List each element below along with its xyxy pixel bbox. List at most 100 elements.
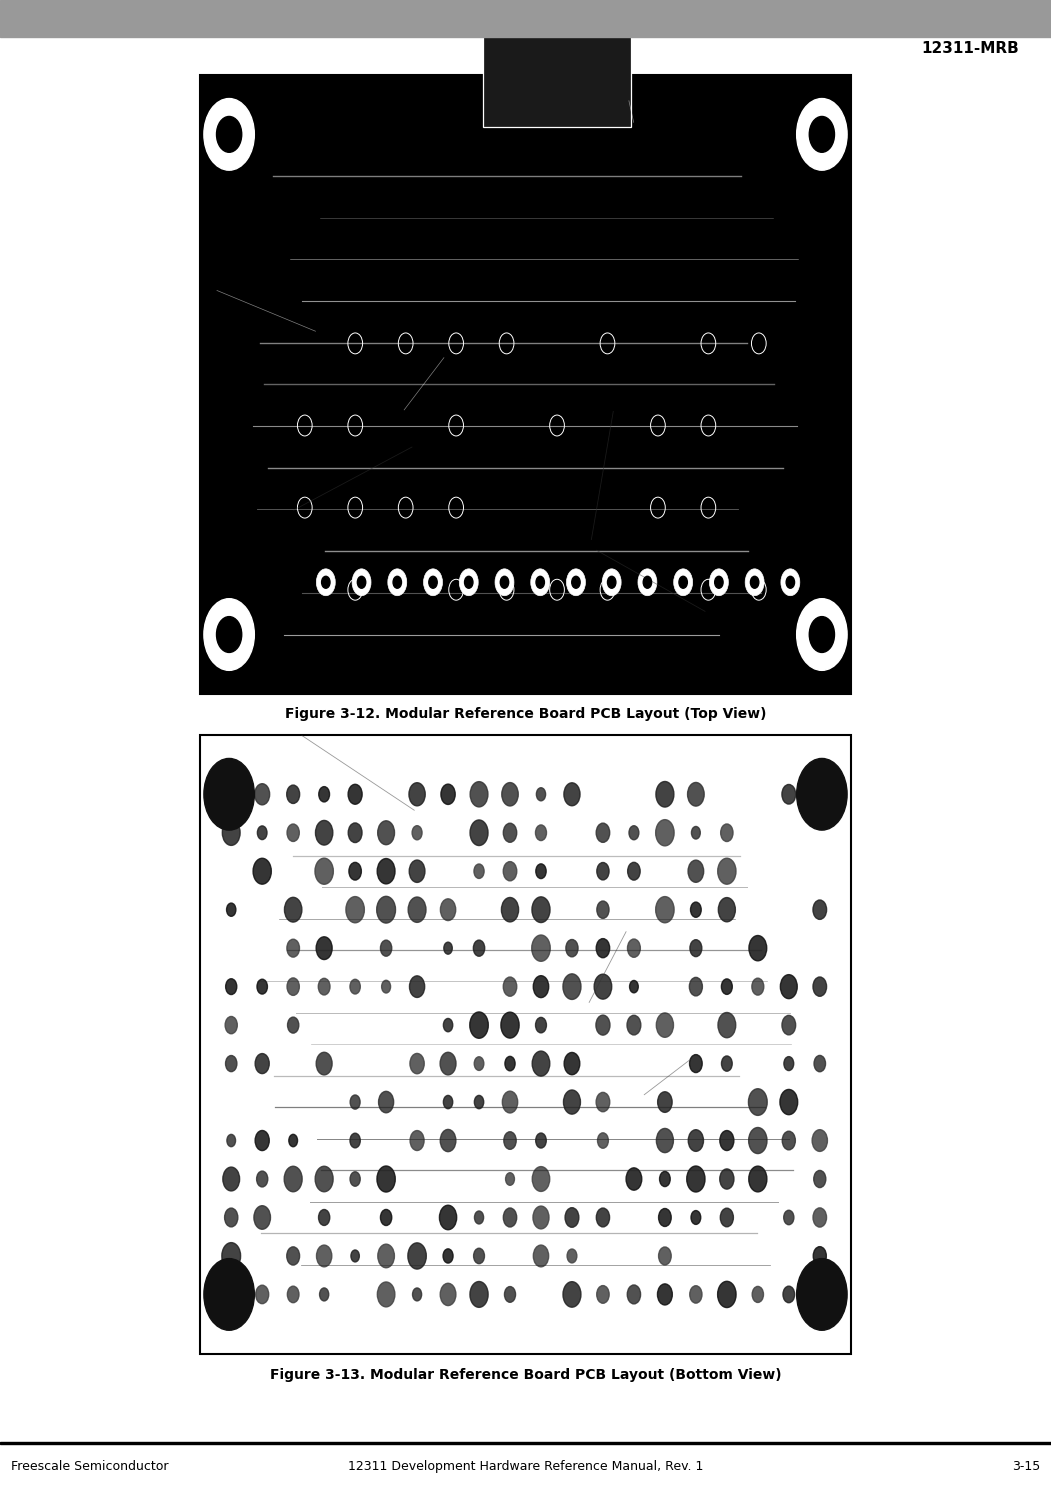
Circle shape xyxy=(393,576,401,588)
Circle shape xyxy=(563,1090,580,1114)
Circle shape xyxy=(565,1208,579,1227)
Circle shape xyxy=(536,788,545,800)
Text: 3-15: 3-15 xyxy=(1012,1460,1040,1472)
Circle shape xyxy=(536,1017,547,1033)
Circle shape xyxy=(222,1242,241,1269)
Circle shape xyxy=(500,576,509,588)
Circle shape xyxy=(316,936,332,960)
Circle shape xyxy=(204,1259,254,1330)
Circle shape xyxy=(444,1018,453,1032)
Circle shape xyxy=(322,576,330,588)
Circle shape xyxy=(532,897,550,923)
Circle shape xyxy=(408,1242,427,1269)
Circle shape xyxy=(287,1285,298,1303)
Circle shape xyxy=(501,782,518,806)
Circle shape xyxy=(594,973,612,999)
Circle shape xyxy=(630,981,638,993)
Circle shape xyxy=(474,1096,483,1109)
Circle shape xyxy=(783,1285,795,1303)
Bar xyxy=(483,0,631,127)
Circle shape xyxy=(565,939,578,957)
Circle shape xyxy=(715,576,723,588)
Circle shape xyxy=(813,900,826,920)
Circle shape xyxy=(607,576,616,588)
Circle shape xyxy=(255,1285,269,1303)
Circle shape xyxy=(440,1129,456,1151)
Circle shape xyxy=(357,576,366,588)
Circle shape xyxy=(533,1206,549,1229)
Circle shape xyxy=(797,758,847,830)
Circle shape xyxy=(256,979,267,994)
Circle shape xyxy=(797,1259,847,1330)
Circle shape xyxy=(784,1211,794,1224)
Circle shape xyxy=(429,576,437,588)
Circle shape xyxy=(689,1054,702,1072)
Circle shape xyxy=(691,1211,701,1224)
Text: 12311 Development Hardware Reference Manual, Rev. 1: 12311 Development Hardware Reference Man… xyxy=(348,1460,703,1472)
Circle shape xyxy=(378,1091,394,1112)
Circle shape xyxy=(380,1209,392,1226)
Circle shape xyxy=(380,941,392,956)
Circle shape xyxy=(686,1166,705,1191)
Circle shape xyxy=(473,941,485,956)
Circle shape xyxy=(348,823,362,842)
Circle shape xyxy=(204,99,254,170)
Circle shape xyxy=(465,576,473,588)
Circle shape xyxy=(351,1250,359,1262)
Circle shape xyxy=(674,569,693,596)
Circle shape xyxy=(658,1284,673,1305)
Circle shape xyxy=(470,1281,488,1308)
Bar xyxy=(0,0,1051,37)
Circle shape xyxy=(688,860,704,882)
Circle shape xyxy=(256,1171,268,1187)
Circle shape xyxy=(440,899,456,921)
Text: 12311-MRB: 12311-MRB xyxy=(922,40,1019,57)
Circle shape xyxy=(204,758,254,830)
Circle shape xyxy=(227,1135,235,1147)
Circle shape xyxy=(748,1166,767,1191)
Circle shape xyxy=(377,858,395,884)
Circle shape xyxy=(318,1209,330,1226)
Circle shape xyxy=(316,569,335,596)
Circle shape xyxy=(316,1245,332,1268)
Circle shape xyxy=(816,788,824,800)
Circle shape xyxy=(441,784,455,805)
Circle shape xyxy=(316,1053,332,1075)
Circle shape xyxy=(410,976,425,997)
Circle shape xyxy=(750,576,759,588)
Circle shape xyxy=(568,1250,577,1263)
Circle shape xyxy=(287,824,300,842)
Circle shape xyxy=(257,826,267,839)
Circle shape xyxy=(709,569,728,596)
Circle shape xyxy=(225,1017,238,1033)
Circle shape xyxy=(718,1281,736,1308)
Bar xyxy=(200,75,851,694)
Circle shape xyxy=(720,1169,734,1188)
Circle shape xyxy=(535,826,547,841)
Circle shape xyxy=(503,1132,516,1150)
Circle shape xyxy=(474,1057,483,1070)
Circle shape xyxy=(813,1285,826,1303)
Circle shape xyxy=(474,1211,483,1224)
Circle shape xyxy=(459,569,478,596)
Circle shape xyxy=(377,1282,395,1306)
Circle shape xyxy=(503,976,517,996)
Circle shape xyxy=(532,1166,550,1191)
Circle shape xyxy=(349,863,362,879)
Circle shape xyxy=(749,936,767,961)
Circle shape xyxy=(638,569,657,596)
Circle shape xyxy=(596,1093,610,1112)
Circle shape xyxy=(813,976,826,996)
Circle shape xyxy=(659,1208,672,1226)
Circle shape xyxy=(226,979,236,994)
Circle shape xyxy=(536,576,544,588)
Circle shape xyxy=(254,1206,270,1229)
Circle shape xyxy=(318,978,330,994)
Circle shape xyxy=(782,784,796,805)
Circle shape xyxy=(440,1284,456,1305)
Circle shape xyxy=(691,902,701,917)
Circle shape xyxy=(813,1171,826,1187)
Circle shape xyxy=(226,1056,236,1072)
Bar xyxy=(200,735,851,1354)
Circle shape xyxy=(782,1015,796,1035)
